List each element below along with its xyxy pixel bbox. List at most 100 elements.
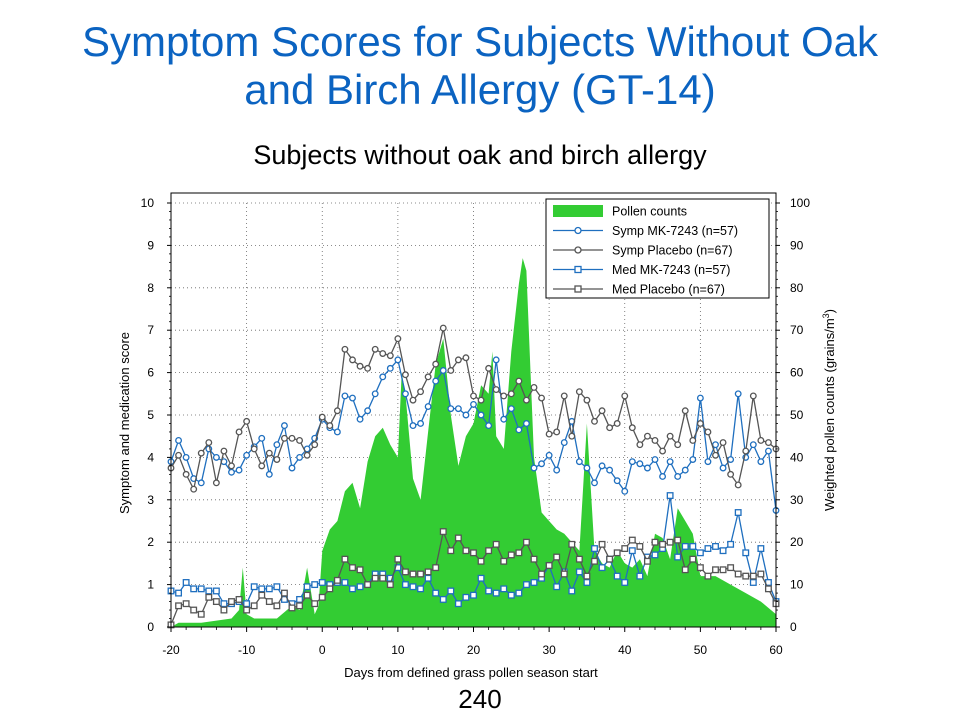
data-point (258, 462, 266, 470)
data-point (470, 400, 477, 408)
data-point (628, 547, 636, 555)
data-point (228, 468, 235, 476)
slide-title-line1: Symptom Scores for Subjects Without Oak (82, 18, 878, 65)
data-point (689, 456, 697, 463)
data-point (424, 568, 432, 576)
data-point (606, 424, 614, 432)
data-point (197, 449, 205, 457)
data-point (205, 593, 213, 601)
data-point (568, 540, 576, 548)
data-point (432, 564, 440, 572)
data-point (175, 589, 183, 597)
y2-tick-label: 70 (790, 323, 804, 337)
data-point (553, 466, 561, 474)
data-point (212, 587, 220, 595)
data-point (349, 564, 356, 572)
data-point (485, 422, 493, 430)
data-point (749, 392, 757, 400)
y-tick-label: 2 (147, 535, 154, 549)
data-point (228, 598, 235, 606)
data-point (666, 492, 674, 500)
data-point (280, 589, 288, 597)
data-point (220, 447, 228, 455)
data-point (341, 579, 349, 586)
data-point (764, 439, 772, 447)
data-point (190, 606, 198, 614)
y2-tick-label: 40 (790, 450, 804, 464)
data-point (197, 479, 205, 487)
data-point (477, 557, 485, 565)
data-point (280, 422, 288, 430)
y-tick-label: 0 (147, 620, 154, 634)
data-point (197, 585, 205, 593)
data-point (522, 420, 530, 427)
data-point (432, 589, 440, 597)
data-point (689, 555, 697, 563)
data-point (636, 460, 644, 468)
data-point (212, 453, 220, 461)
pollen-area-layer (171, 258, 776, 627)
slide-title: Symptom Scores for Subjects Without Oak … (0, 18, 960, 114)
data-point (613, 477, 621, 485)
y-tick-label: 3 (147, 493, 154, 507)
data-point (386, 364, 394, 372)
data-point (606, 555, 614, 563)
data-point (401, 371, 409, 379)
y-tick-label: 7 (147, 323, 154, 337)
data-point (318, 413, 326, 421)
data-point (598, 407, 606, 415)
data-point (182, 579, 190, 586)
data-point (409, 570, 417, 578)
data-point (621, 545, 629, 553)
data-point (666, 458, 674, 466)
data-point (401, 568, 409, 576)
data-point (659, 447, 667, 455)
data-point (681, 542, 689, 550)
legend-entry: Symp Placebo (n=67) (553, 244, 733, 258)
data-point (175, 602, 183, 610)
data-point (265, 598, 273, 606)
data-point (591, 557, 598, 565)
data-point (454, 600, 462, 608)
data-point (485, 587, 493, 595)
data-point (681, 566, 689, 574)
data-point (583, 572, 591, 580)
data-point (288, 434, 296, 442)
data-point (530, 579, 538, 586)
data-point (432, 360, 440, 368)
data-point (409, 422, 417, 430)
data-point (757, 436, 765, 444)
data-point (364, 407, 372, 415)
data-point (296, 436, 304, 444)
data-point (190, 485, 198, 493)
data-point (462, 411, 470, 419)
data-point (394, 555, 402, 563)
legend-entry: Med Placebo (n=67) (553, 283, 725, 297)
data-point (439, 324, 447, 332)
data-point (477, 574, 485, 582)
data-point (477, 411, 485, 419)
data-point (636, 542, 644, 550)
data-point (182, 600, 190, 608)
data-point (757, 570, 765, 578)
data-point (220, 606, 228, 614)
data-point (273, 456, 281, 463)
data-point (394, 335, 402, 343)
data-point (545, 562, 553, 569)
data-point (417, 420, 425, 427)
data-point (454, 534, 462, 542)
data-point (575, 388, 583, 396)
y-tick-label: 4 (147, 450, 154, 464)
data-point (704, 458, 712, 466)
data-point (696, 564, 704, 572)
data-point (712, 441, 719, 449)
data-point (447, 405, 455, 413)
data-point (386, 581, 394, 589)
x-axis-label: Days from defined grass pollen season st… (344, 665, 598, 680)
data-point (651, 456, 659, 463)
data-point (243, 417, 251, 425)
chart-title: Subjects without oak and birch allergy (253, 140, 707, 170)
y2-tick-label: 20 (790, 535, 804, 549)
data-point (190, 585, 198, 593)
data-point (674, 473, 682, 480)
